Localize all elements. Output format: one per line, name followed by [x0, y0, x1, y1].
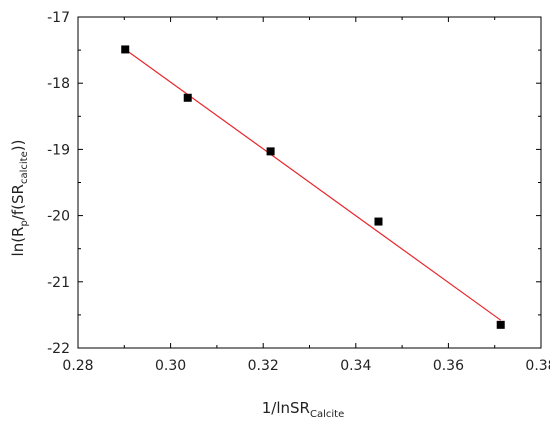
x-tick-label: 0.36: [433, 358, 464, 374]
x-axis-label: 1/lnSRCalcite: [262, 399, 344, 420]
y-tick-label: -17: [47, 10, 70, 26]
data-point: [374, 217, 383, 226]
marker-layer: [121, 45, 505, 329]
x-tick-label: 0.28: [62, 358, 93, 374]
x-tick-label: 0.32: [248, 358, 279, 374]
x-tick-label: 0.38: [525, 358, 550, 374]
data-point: [121, 45, 130, 54]
data-point: [266, 147, 275, 156]
fit-line-layer: [124, 48, 502, 321]
y-tick-label: -18: [47, 76, 70, 92]
y-axis-label: ln(Rp/f(SRcalcite)): [9, 140, 30, 257]
data-point: [496, 320, 505, 329]
y-tick-label: -22: [47, 341, 70, 357]
tick-layer: 0.28 0.30 0.32 0.34 0.36 0.38 -22 -21 -20 -19 -18 -…: [47, 10, 550, 374]
y-tick-label: -20: [47, 209, 70, 225]
y-tick-label: -21: [47, 275, 70, 291]
fit-line: [124, 48, 502, 321]
x-tick-label: 0.34: [340, 358, 371, 374]
y-tick-label: -19: [47, 142, 70, 158]
data-point: [183, 93, 192, 102]
x-tick-label: 0.30: [155, 358, 186, 374]
